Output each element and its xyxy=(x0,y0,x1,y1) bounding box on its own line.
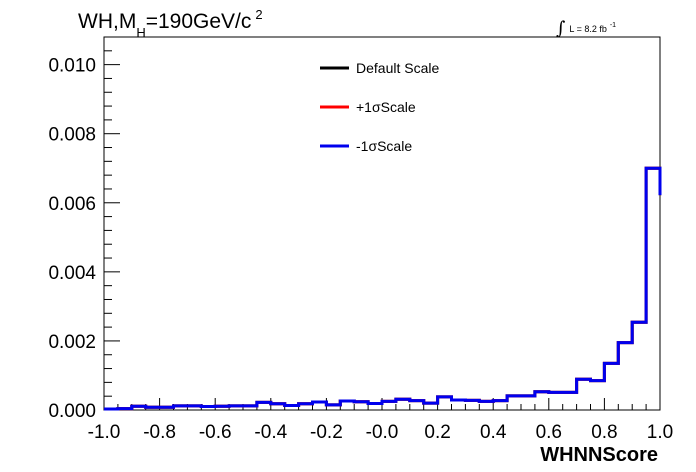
legend-label: Default Scale xyxy=(356,60,439,76)
lumi-label: ∫ L = 8.2 fb -1 xyxy=(556,18,616,39)
x-tick-label: -0.2 xyxy=(310,422,343,443)
y-axis: 0.000 0.002 0.004 0.006 0.008 0.010 xyxy=(48,36,120,422)
lumi-text: L = 8.2 fb xyxy=(569,24,606,34)
x-tick-label: 0.4 xyxy=(480,422,507,443)
legend-label: -1σScale xyxy=(356,138,412,154)
x-tick-label: -1.0 xyxy=(88,422,121,443)
integral-symbol: ∫ xyxy=(556,18,566,39)
y-tick-label: 0.006 xyxy=(48,194,96,215)
x-tick-label: -0.4 xyxy=(254,422,287,443)
histogram-series xyxy=(104,166,662,411)
x-tick-label: -0.8 xyxy=(143,422,176,443)
y-tick-label: 0.002 xyxy=(48,332,96,353)
legend-label: +1σScale xyxy=(356,99,416,115)
legend: Default Scale +1σScale -1σScale xyxy=(320,60,439,154)
series-line-0 xyxy=(104,166,662,411)
x-tick-label: -0.0 xyxy=(366,422,399,443)
x-tick-label: 0.2 xyxy=(424,422,450,443)
title-subscript: H xyxy=(136,25,145,40)
y-tick-label: 0.000 xyxy=(48,401,96,422)
series-line-1 xyxy=(104,166,662,411)
y-tick-label: 0.004 xyxy=(48,263,96,284)
title-main: WH,M xyxy=(78,10,136,33)
x-axis-label: WHNNScore xyxy=(540,444,658,466)
y-tick-label: 0.008 xyxy=(48,125,96,146)
x-tick-label: 0.6 xyxy=(536,422,562,443)
series-line-2 xyxy=(104,166,662,411)
title-superscript: 2 xyxy=(255,7,262,22)
x-tick-label: 0.8 xyxy=(591,422,617,443)
chart-title: WH,MH=190GeV/c 2 xyxy=(78,7,263,40)
y-tick-label: 0.010 xyxy=(48,56,96,77)
x-tick-label: 1.0 xyxy=(647,422,673,443)
plot-frame xyxy=(103,36,661,411)
x-tick-label: -0.6 xyxy=(199,422,232,443)
lumi-superscript: -1 xyxy=(610,22,616,29)
title-rest: =190GeV/c xyxy=(146,10,252,33)
